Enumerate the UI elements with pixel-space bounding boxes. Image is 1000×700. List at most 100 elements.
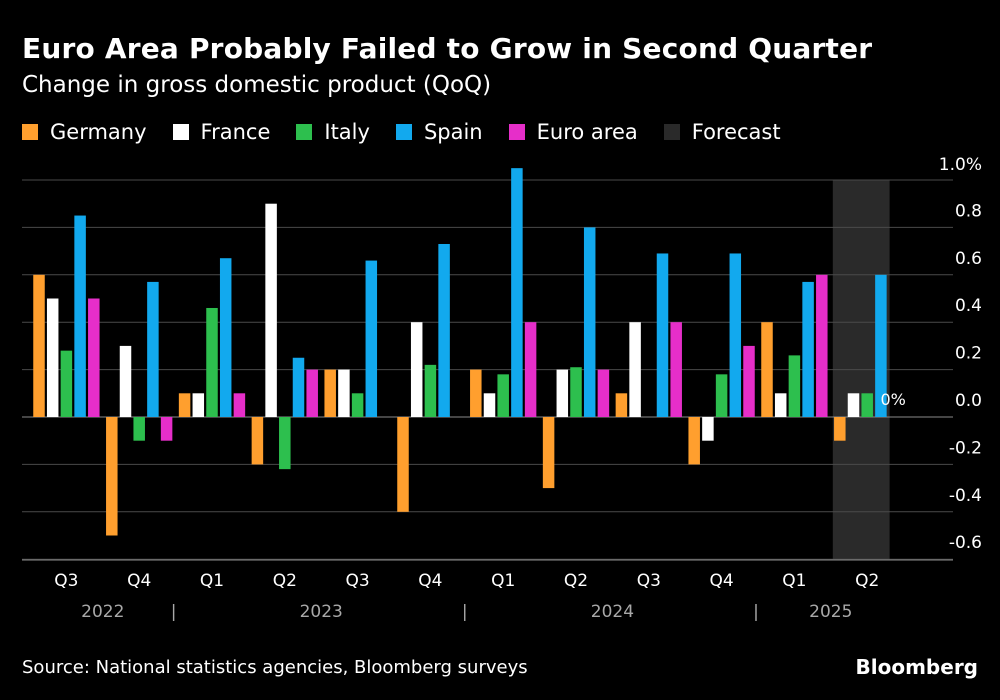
x-tick-label: Q4 <box>709 571 733 591</box>
legend-swatch-france <box>172 124 189 140</box>
bar-france <box>410 322 423 417</box>
bar-france <box>265 203 277 417</box>
bar-italy <box>133 417 145 441</box>
chart-legend: Germany France Italy Spain Euro area For… <box>22 120 807 144</box>
x-tick-label: Q4 <box>418 571 442 591</box>
bar-italy <box>60 350 73 417</box>
legend-swatch-germany <box>22 124 38 140</box>
bar-italy <box>497 374 509 417</box>
y-tick-label: 1.0% <box>939 155 982 175</box>
x-year-label: 2025 <box>809 602 852 622</box>
bar-spain <box>875 274 887 417</box>
legend-item-france: France <box>172 120 271 144</box>
legend-item-italy: Italy <box>296 120 370 144</box>
bar-germany <box>615 393 628 417</box>
bar-france <box>556 369 569 417</box>
bar-france <box>629 322 641 417</box>
legend-label-france: France <box>200 120 271 144</box>
bar-germany <box>688 417 700 465</box>
bar-france <box>192 393 205 417</box>
bar-germany <box>251 417 264 465</box>
bar-france <box>774 393 787 417</box>
bar-spain <box>511 168 523 417</box>
bar-spain <box>219 258 232 417</box>
bar-spain <box>656 253 669 417</box>
bar-euro-area <box>524 322 537 417</box>
x-tick-label: Q4 <box>127 571 151 591</box>
y-tick-label: -0.6 <box>949 533 982 553</box>
x-tick-label: Q2 <box>273 571 297 591</box>
x-tick-label: Q3 <box>54 571 78 591</box>
bar-italy <box>715 374 728 417</box>
bar-france <box>702 417 714 441</box>
legend-item-euro-area: Euro area <box>508 120 638 144</box>
x-tick-label: Q2 <box>855 571 879 591</box>
x-year-label: 2023 <box>300 602 343 622</box>
legend-item-spain: Spain <box>395 120 483 144</box>
x-tick-label: Q3 <box>637 571 661 591</box>
bar-euro-area <box>597 369 610 417</box>
y-tick-label: 0.2 <box>955 344 982 364</box>
bar-germany <box>106 417 118 536</box>
x-year-label: 2024 <box>591 602 634 622</box>
legend-swatch-forecast <box>663 124 680 140</box>
bar-germany <box>397 417 409 512</box>
bar-euro-area <box>670 322 682 417</box>
bar-euro-area <box>306 369 318 417</box>
bar-euro-area <box>816 274 828 417</box>
bar-euro-area <box>233 393 246 417</box>
bar-spain <box>729 253 742 417</box>
y-tick-label: 0.6 <box>955 249 982 269</box>
legend-swatch-spain <box>395 124 412 140</box>
x-tick-label: Q1 <box>491 571 515 591</box>
legend-label-forecast: Forecast <box>691 120 781 144</box>
bar-euro-area <box>743 345 755 417</box>
bar-italy <box>206 307 218 417</box>
bar-germany <box>33 274 45 417</box>
bar-france <box>847 393 860 417</box>
legend-label-germany: Germany <box>50 120 147 144</box>
x-tick-label: Q1 <box>200 571 224 591</box>
legend-item-forecast: Forecast <box>663 120 781 144</box>
bar-italy <box>861 393 873 417</box>
bar-euro-area <box>88 298 100 417</box>
legend-item-germany: Germany <box>22 120 147 144</box>
year-separator: | <box>462 602 468 622</box>
x-tick-label: Q2 <box>564 571 588 591</box>
bar-france <box>46 298 59 417</box>
annotation-label: 0% <box>881 390 906 409</box>
legend-label-italy: Italy <box>324 120 370 144</box>
bar-spain <box>365 260 378 417</box>
bar-italy <box>570 367 582 417</box>
year-separator: | <box>753 602 759 622</box>
bar-germany <box>324 369 336 417</box>
bar-france <box>338 369 350 417</box>
bloomberg-logo: Bloomberg <box>855 655 978 679</box>
x-tick-label: Q1 <box>782 571 806 591</box>
bar-spain <box>292 357 305 417</box>
bar-chart: -0.6 -0.4 -0.2 0.0 0.2 0.4 0.6 0.8 1.0% 0% Q3 Q4 Q1 Q… <box>22 155 982 622</box>
chart-subtitle: Change in gross domestic product (QoQ) <box>22 72 492 98</box>
bar-italy <box>279 417 291 470</box>
legend-label-euro-area: Euro area <box>536 120 638 144</box>
legend-swatch-euro-area <box>508 124 525 140</box>
y-tick-label: 0.8 <box>955 201 982 221</box>
bar-france <box>119 345 132 417</box>
source-note: Source: National statistics agencies, Bl… <box>22 657 528 678</box>
bar-germany <box>470 369 482 417</box>
bar-italy <box>351 393 364 417</box>
bar-italy <box>788 355 801 417</box>
bar-germany <box>178 393 191 417</box>
bar-italy <box>424 364 437 417</box>
bar-euro-area <box>160 417 173 441</box>
bar-spain <box>438 243 450 417</box>
x-tick-label: Q3 <box>345 571 369 591</box>
y-tick-label: 0.4 <box>955 296 982 316</box>
y-tick-label: -0.4 <box>949 486 982 506</box>
bar-germany <box>834 417 846 441</box>
y-tick-label: -0.2 <box>949 438 982 458</box>
bar-germany <box>542 417 555 489</box>
bar-france <box>483 393 496 417</box>
year-separator: | <box>171 602 177 622</box>
legend-label-spain: Spain <box>423 120 483 144</box>
